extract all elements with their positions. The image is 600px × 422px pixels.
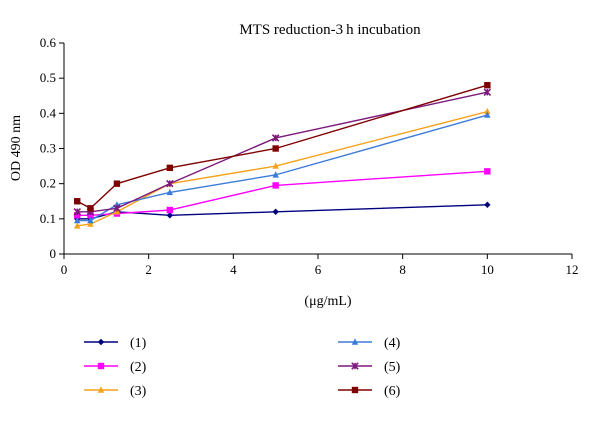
series-6 (74, 82, 491, 212)
legend-swatch-marker (97, 338, 105, 346)
series-6-point (272, 145, 279, 152)
series-4-line (77, 114, 488, 222)
series-5 (73, 88, 492, 216)
legend-label: (4) (384, 336, 401, 351)
series-5-point (483, 88, 492, 96)
series-6-point (87, 205, 94, 212)
x-tick-label: 12 (566, 262, 579, 277)
series-5-point (73, 208, 81, 216)
series-4-point (166, 188, 174, 196)
series-2-point (166, 206, 174, 214)
series-3-point (484, 107, 491, 115)
series-6-point (484, 82, 491, 89)
legend-label: (6) (384, 384, 401, 399)
series-4 (74, 111, 491, 224)
series-1-point (484, 201, 491, 208)
legend-swatch-marker (351, 362, 359, 370)
y-tick-label: 0.2 (40, 176, 56, 191)
legend-item-2: (2) (84, 360, 147, 375)
series-6-point (166, 164, 174, 172)
legend-item-1: (1) (84, 336, 147, 351)
legend-swatch-marker (97, 362, 105, 370)
series-2-point (74, 212, 81, 219)
axes: 0 0.1 0.2 0.3 0.4 0.5 0.6 0 2 4 6 8 10 12 (40, 35, 579, 277)
series-6-point (74, 198, 81, 205)
series-5-point (113, 204, 121, 213)
series-1-point (272, 208, 279, 215)
legend-item-4: (4) (338, 336, 401, 351)
legend-label: (2) (130, 360, 147, 375)
x-tick-label: 4 (230, 262, 237, 277)
series-3 (74, 107, 491, 229)
series-1-point (166, 212, 174, 219)
series-5-point (166, 179, 174, 188)
x-tick-label: 2 (145, 262, 152, 277)
y-axis-label: OD 490 nm (9, 115, 24, 181)
series-5-line (77, 91, 488, 213)
y-tick-label: 0.6 (40, 35, 57, 50)
series-2-line (77, 170, 488, 217)
x-axis-label: (μg/mL) (304, 294, 351, 309)
series-6-point (113, 180, 121, 187)
legend-label: (5) (384, 360, 401, 375)
series-3-point (272, 162, 279, 169)
legend-item-5: (5) (338, 360, 401, 375)
legend-label: (1) (130, 336, 147, 351)
y-tick-label: 0.3 (40, 141, 56, 156)
legend-label: (3) (130, 384, 147, 399)
legend-item-6: (6) (338, 384, 401, 399)
series-4-point (74, 216, 81, 224)
series-4-point (87, 216, 94, 224)
legend-swatch-marker (351, 338, 359, 345)
legend-item-3: (3) (84, 384, 147, 399)
y-tick-label: 0 (50, 246, 57, 261)
legend-swatch-marker (97, 386, 105, 393)
series-layer (73, 82, 492, 229)
series-3-line (77, 110, 488, 227)
series-6-line (76, 84, 488, 210)
y-tick-label: 0.4 (40, 105, 57, 120)
y-tick-label: 0.1 (40, 211, 56, 226)
series-2-point (272, 182, 279, 189)
series-2-point (87, 212, 94, 219)
series-3-point (87, 220, 94, 227)
series-4-point (272, 171, 279, 178)
series-4-point (484, 111, 491, 118)
x-tick-label: 10 (481, 262, 494, 277)
chart-title: MTS reduction-3 h incubation (239, 22, 421, 38)
x-tick-label: 8 (399, 262, 406, 277)
series-3-point (74, 222, 81, 229)
y-tick-label: 0.5 (40, 70, 56, 85)
legend-swatch-marker (351, 386, 359, 394)
series-2-point (484, 168, 491, 175)
legend: (1) (2) (3) (4) (5) (6) (84, 336, 401, 399)
x-tick-label: 0 (61, 262, 68, 277)
x-tick-label: 6 (315, 262, 322, 277)
series-5-point (271, 134, 280, 142)
